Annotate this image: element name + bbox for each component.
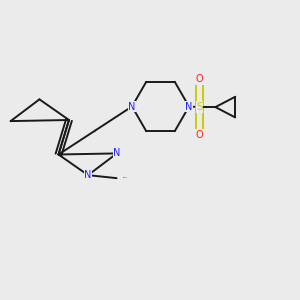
Text: methyl: methyl — [123, 177, 128, 178]
Text: O: O — [196, 130, 203, 140]
Text: N: N — [185, 101, 193, 112]
Text: N: N — [113, 148, 121, 158]
Text: N: N — [128, 101, 136, 112]
Text: S: S — [196, 102, 203, 112]
Text: N: N — [84, 170, 92, 180]
Text: O: O — [196, 74, 203, 85]
